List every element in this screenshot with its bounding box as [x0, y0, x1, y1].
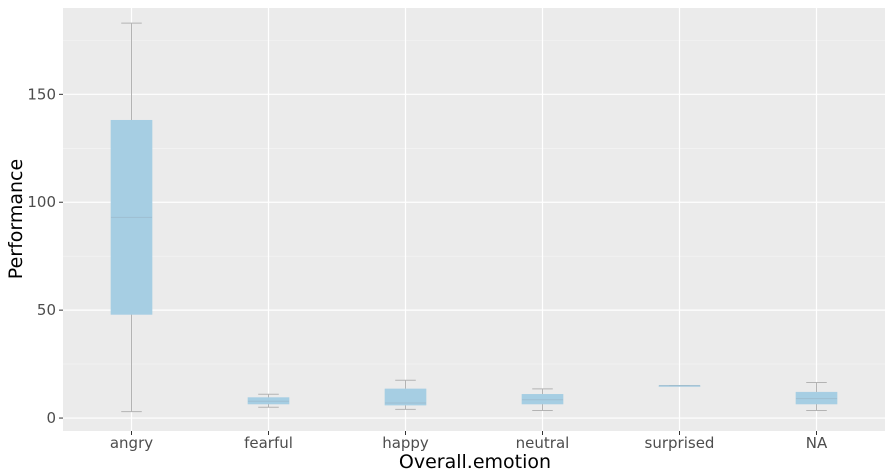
box-angry [110, 22, 153, 413]
x-axis-title: Overall.emotion [399, 451, 551, 471]
y-tick-label: 150 [27, 85, 56, 103]
x-tick-label: fearful [244, 434, 293, 452]
y-axis-title: Performance [5, 159, 27, 279]
box-happy [384, 379, 427, 410]
box-body [521, 394, 564, 405]
x-axis: angry fearful happy neutral surprised NA [110, 431, 828, 452]
grid-minor [63, 40, 885, 365]
y-tick-label: 0 [46, 409, 56, 427]
x-tick-label: angry [110, 434, 153, 452]
box-NA [795, 381, 838, 411]
x-tick-label: neutral [516, 434, 570, 452]
box-surprised [658, 385, 701, 387]
x-tick-label: happy [382, 434, 429, 452]
x-tick-label: NA [806, 434, 828, 452]
x-tick-label: surprised [645, 434, 715, 452]
boxes [110, 22, 838, 413]
plot-panel [63, 8, 885, 431]
box-neutral [521, 388, 564, 411]
grid-major [63, 8, 885, 431]
box-body [384, 388, 427, 406]
y-axis: 0 50 100 150 [27, 85, 63, 427]
box-body [795, 391, 838, 405]
y-tick-label: 50 [37, 301, 56, 319]
y-tick-label: 100 [27, 193, 56, 211]
box-fearful [247, 393, 290, 408]
